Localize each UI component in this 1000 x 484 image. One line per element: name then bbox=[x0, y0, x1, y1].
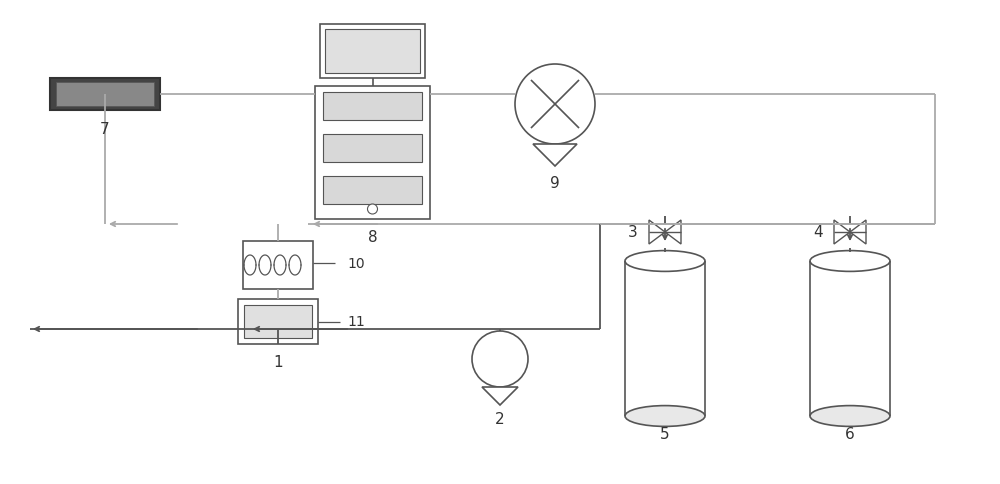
Circle shape bbox=[472, 332, 528, 387]
FancyBboxPatch shape bbox=[243, 242, 313, 289]
FancyBboxPatch shape bbox=[323, 135, 422, 163]
Ellipse shape bbox=[625, 251, 705, 272]
FancyBboxPatch shape bbox=[50, 79, 160, 111]
Polygon shape bbox=[834, 221, 850, 244]
Circle shape bbox=[515, 65, 595, 145]
Text: 10: 10 bbox=[347, 256, 365, 270]
Text: 11: 11 bbox=[347, 315, 365, 329]
Text: 7: 7 bbox=[100, 121, 110, 136]
FancyBboxPatch shape bbox=[244, 305, 312, 338]
Text: 2: 2 bbox=[495, 412, 505, 426]
FancyBboxPatch shape bbox=[323, 93, 422, 121]
Polygon shape bbox=[649, 221, 665, 244]
FancyBboxPatch shape bbox=[325, 30, 420, 74]
Text: 4: 4 bbox=[813, 225, 823, 240]
Polygon shape bbox=[533, 145, 577, 166]
Circle shape bbox=[368, 205, 378, 214]
FancyBboxPatch shape bbox=[320, 25, 425, 79]
Ellipse shape bbox=[810, 251, 890, 272]
Ellipse shape bbox=[625, 406, 705, 426]
Text: 8: 8 bbox=[368, 230, 377, 245]
Ellipse shape bbox=[810, 406, 890, 426]
Polygon shape bbox=[850, 221, 866, 244]
FancyBboxPatch shape bbox=[238, 300, 318, 344]
FancyBboxPatch shape bbox=[323, 177, 422, 205]
Text: 6: 6 bbox=[845, 426, 855, 441]
FancyBboxPatch shape bbox=[56, 83, 154, 107]
Polygon shape bbox=[482, 387, 518, 405]
Text: 9: 9 bbox=[550, 175, 560, 190]
FancyBboxPatch shape bbox=[315, 87, 430, 220]
Text: 1: 1 bbox=[273, 355, 283, 370]
Text: 3: 3 bbox=[628, 225, 638, 240]
Text: 5: 5 bbox=[660, 426, 670, 441]
Polygon shape bbox=[665, 221, 681, 244]
